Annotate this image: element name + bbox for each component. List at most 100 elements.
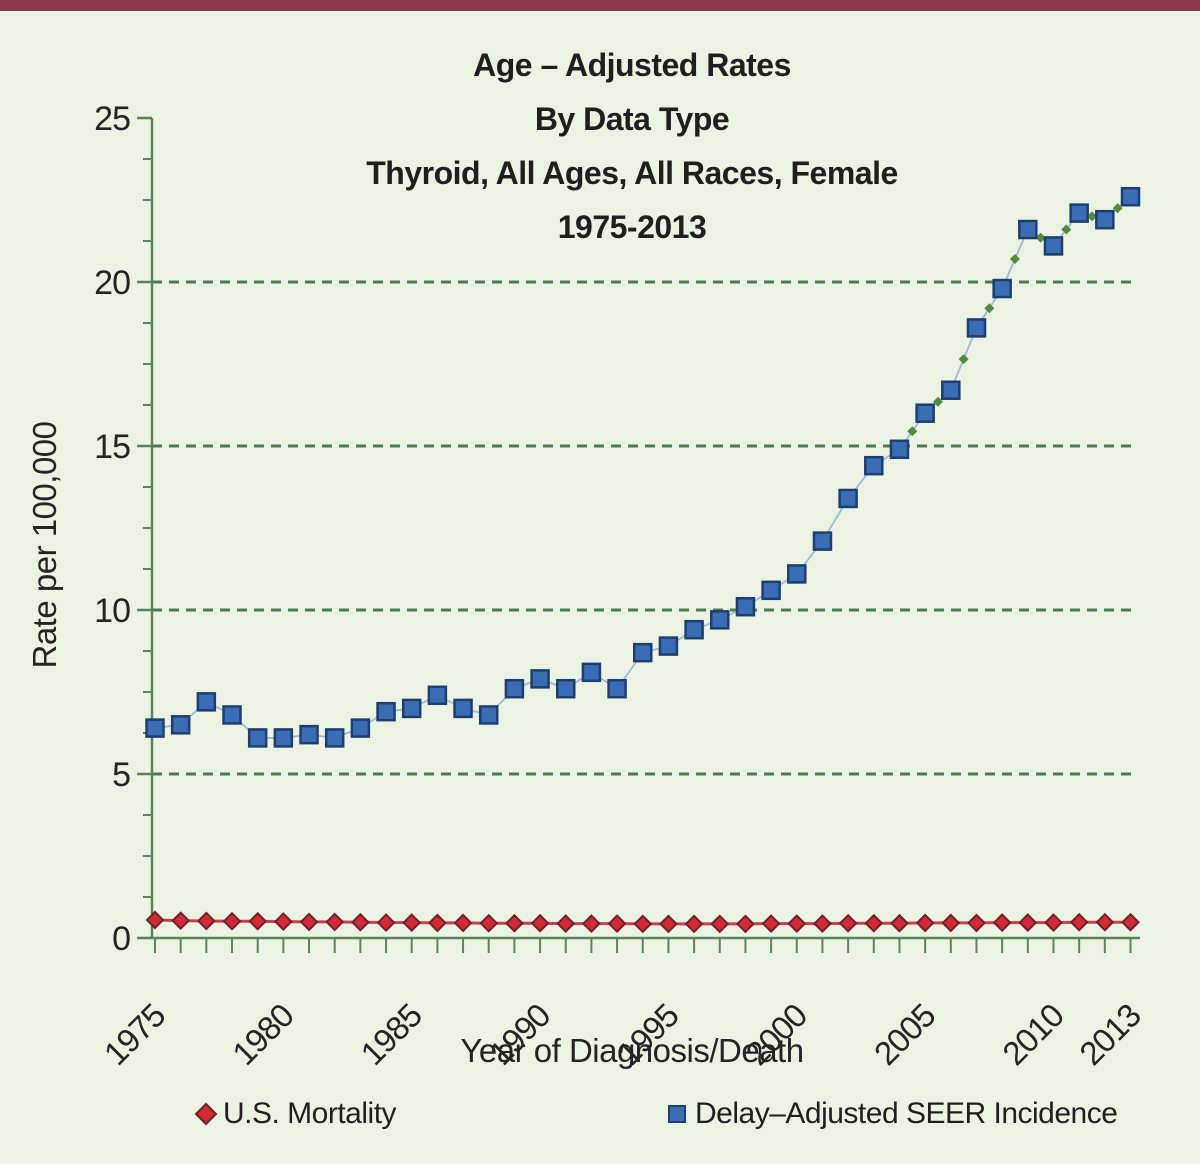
incidence-point: [1095, 209, 1115, 230]
incidence-point: [145, 718, 165, 738]
mortality-point: [684, 914, 704, 934]
mortality-point: [504, 913, 524, 933]
incidence-point: [299, 724, 319, 745]
mortality-point: [299, 912, 319, 932]
mortality-point: [248, 911, 268, 931]
incidence-square-icon: [668, 1105, 686, 1123]
mortality-point: [1121, 912, 1140, 932]
mortality-point: [659, 914, 678, 934]
incidence-point: [658, 636, 679, 656]
incidence-point: [555, 678, 576, 699]
incidence-point: [170, 715, 191, 735]
incidence-point: [427, 685, 448, 706]
chart-title-line-3: Thyroid, All Ages, All Races, Female: [366, 155, 898, 191]
incidence-point: [684, 619, 704, 640]
chart-title-line-4: 1975-2013: [557, 209, 707, 245]
mortality-point: [453, 913, 473, 933]
trend-marker: [1035, 232, 1046, 243]
incidence-point: [273, 728, 294, 748]
trend-marker: [1112, 203, 1123, 214]
incidence-point: [196, 692, 217, 712]
mortality-point: [607, 914, 627, 933]
mortality-point: [556, 914, 576, 933]
incidence-point: [222, 705, 242, 725]
mortality-diamond-icon: [194, 1102, 218, 1126]
x-tick-label: 2010: [995, 996, 1071, 1072]
incidence-point: [710, 610, 730, 630]
mortality-point: [864, 913, 884, 933]
trend-marker: [907, 426, 918, 437]
incidence-point: [1018, 219, 1038, 240]
mortality-point: [402, 913, 422, 932]
y-tick-label: 0: [112, 920, 130, 958]
mortality-point: [145, 910, 165, 930]
trend-marker: [1061, 224, 1072, 235]
incidence-point: [1043, 236, 1064, 256]
x-tick-label: 1980: [225, 996, 301, 1072]
incidence-point: [453, 698, 473, 719]
mortality-point: [787, 914, 807, 933]
mortality-point: [427, 913, 447, 933]
mortality-point: [1069, 912, 1089, 932]
legend-item-mortality: U.S. Mortality: [194, 1092, 397, 1136]
mortality-point: [196, 911, 216, 931]
incidence-point: [812, 531, 833, 551]
incidence-point: [504, 678, 525, 699]
incidence-point: [581, 662, 602, 683]
mortality-point: [273, 912, 293, 932]
mortality-point: [761, 914, 781, 933]
legend-label-incidence: Delay–Adjusted SEER Incidence: [695, 1097, 1118, 1130]
mortality-point: [171, 911, 191, 931]
y-tick-label: 25: [94, 100, 130, 138]
x-tick-label: 2005: [867, 997, 942, 1072]
chart-title-line-1: Age – Adjusted Rates: [473, 47, 791, 83]
incidence-point: [761, 580, 781, 601]
mortality-point: [967, 913, 986, 933]
trend-marker: [958, 354, 969, 365]
y-tick-label: 20: [94, 264, 130, 302]
incidence-point: [350, 718, 371, 738]
mortality-point: [915, 913, 935, 933]
mortality-point: [992, 913, 1012, 932]
top-accent-bar: [0, 0, 1200, 11]
y-tick-label: 15: [94, 428, 130, 466]
x-tick-label: 2013: [1072, 997, 1147, 1072]
mortality-point: [530, 913, 550, 933]
y-tick-label: 5: [112, 756, 130, 794]
x-tick-label: 1985: [353, 997, 428, 1072]
mortality-point: [736, 914, 755, 934]
mortality-point: [710, 914, 730, 934]
incidence-point: [915, 403, 935, 423]
mortality-point: [1018, 913, 1038, 932]
incidence-point: [992, 278, 1012, 299]
x-axis-title: Year of Diagnosis/Death: [460, 1032, 803, 1069]
incidence-point: [401, 698, 422, 719]
y-tick-label: 10: [94, 592, 130, 630]
incidence-point: [1069, 203, 1089, 223]
incidence-point: [966, 318, 987, 338]
mortality-point: [633, 914, 653, 934]
mortality-point: [890, 913, 909, 933]
mortality-point: [838, 913, 858, 933]
mortality-point: [813, 914, 832, 933]
incidence-point: [787, 564, 807, 584]
incidence-point: [1120, 186, 1141, 207]
mortality-point: [1095, 912, 1115, 932]
incidence-point: [941, 380, 961, 400]
y-axis-title: Rate per 100,000: [26, 421, 63, 668]
legend-label-mortality: U.S. Mortality: [223, 1097, 397, 1130]
trend-marker: [1009, 254, 1020, 265]
incidence-point: [735, 596, 756, 617]
trend-marker: [984, 303, 995, 314]
mortality-point: [350, 912, 370, 932]
incidence-point: [247, 728, 268, 748]
incidence-point: [324, 728, 345, 748]
trend-marker: [932, 396, 943, 407]
x-tick-label: 1975: [97, 997, 172, 1072]
incidence-point: [376, 701, 396, 722]
mortality-point: [479, 913, 499, 933]
incidence-point: [633, 642, 653, 663]
chart-title-line-2: By Data Type: [534, 101, 730, 137]
incidence-point: [607, 678, 627, 699]
mortality-point: [325, 912, 345, 932]
